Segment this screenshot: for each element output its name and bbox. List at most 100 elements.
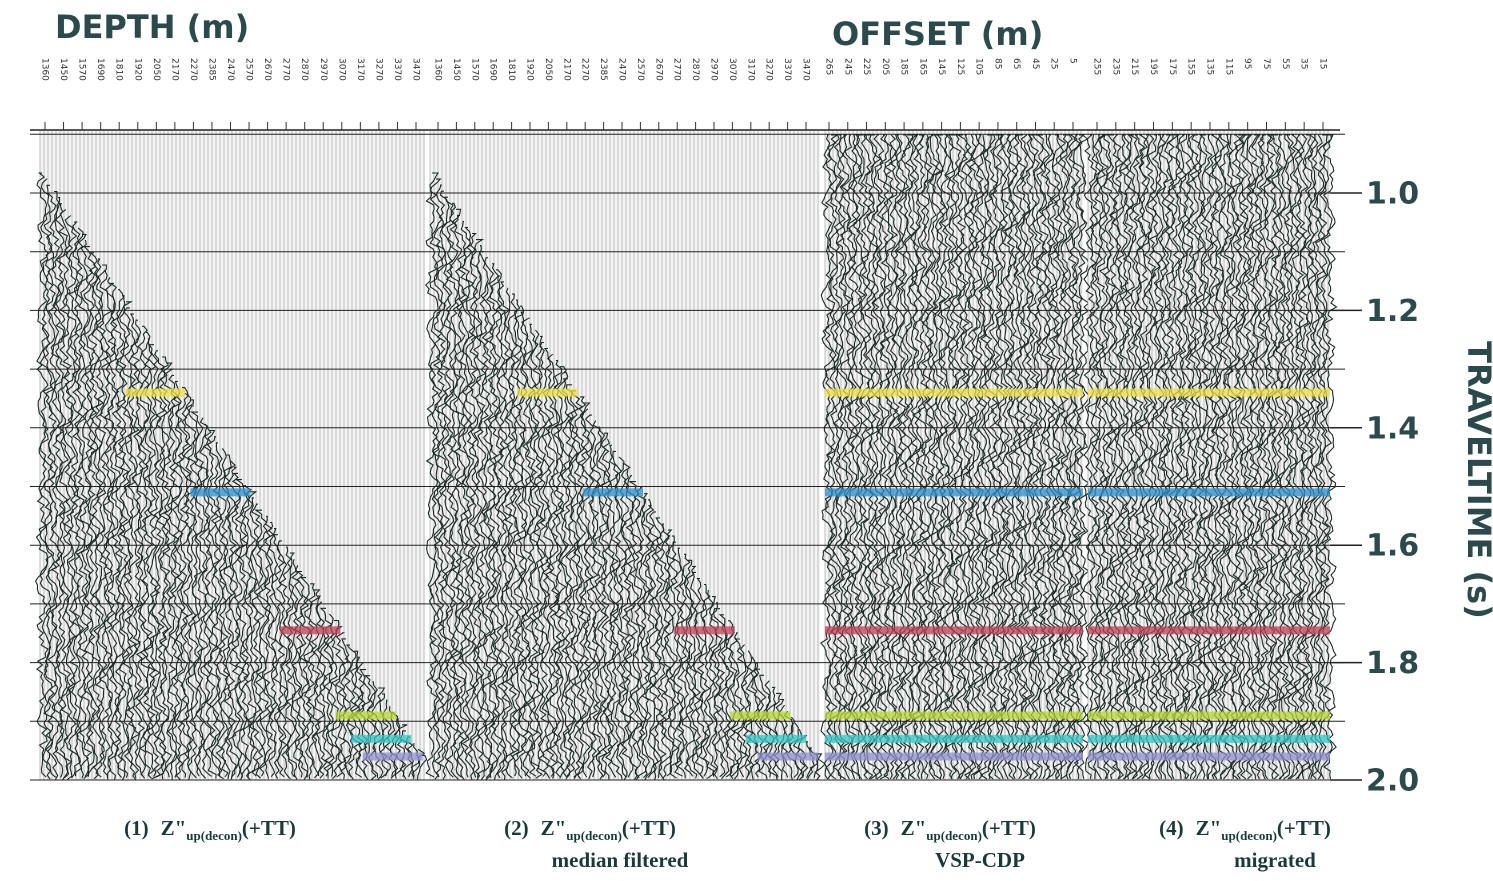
tick-label: 1.8 — [1366, 646, 1419, 681]
trace-label: 3370 — [392, 58, 402, 81]
trace-label: 25 — [1049, 58, 1059, 69]
trace-label: 1690 — [488, 58, 498, 81]
trace-label: 65 — [1011, 58, 1021, 69]
trace-label: 2670 — [653, 58, 663, 81]
trace-label: 155 — [1186, 58, 1196, 75]
figure: DEPTH (m) OFFSET (m) TRAVELTIME (s) 1360… — [0, 0, 1493, 881]
trace-label: 145 — [936, 58, 946, 75]
tick-label: 1.6 — [1366, 529, 1419, 564]
horizon-band — [825, 389, 1083, 397]
trace-label: 2050 — [543, 58, 553, 81]
trace-label: 245 — [842, 58, 852, 75]
horizon-band — [674, 626, 734, 634]
trace-label: 205 — [880, 58, 890, 75]
trace-label: 1690 — [95, 58, 105, 81]
trace-label: 35 — [1299, 58, 1309, 69]
trace-label: 2770 — [281, 58, 291, 81]
trace-label: 115 — [1223, 58, 1233, 75]
trace-label: 235 — [1110, 58, 1120, 75]
trace-label: 3070 — [727, 58, 737, 81]
panel-bg — [825, 130, 1083, 780]
trace-label: 3070 — [336, 58, 346, 81]
trace-label: 45 — [1030, 58, 1040, 69]
trace-label: 2170 — [169, 58, 179, 81]
trace-label: 1810 — [114, 58, 124, 81]
trace-label: 185 — [899, 58, 909, 75]
caption-symbol: Z" — [901, 816, 927, 840]
trace-label: 2570 — [635, 58, 645, 81]
trace-label: 1570 — [469, 58, 479, 81]
trace-label: 2470 — [617, 58, 627, 81]
trace-label: 2385 — [598, 58, 608, 81]
tick-label: 1.4 — [1366, 411, 1419, 446]
tick-label: 1.0 — [1366, 177, 1419, 212]
horizon-band — [363, 753, 423, 761]
caption-suffix: (+TT) — [1277, 816, 1331, 840]
caption-symbol: Z" — [541, 816, 567, 840]
horizon-band — [746, 735, 806, 743]
trace-label: 3470 — [801, 58, 811, 81]
caption-number: (3) — [864, 816, 889, 840]
trace-label: 85 — [992, 58, 1002, 69]
trace-label: 215 — [1129, 58, 1139, 75]
trace-label: 3170 — [745, 58, 755, 81]
horizon-band — [583, 488, 643, 496]
trace-label: 2170 — [561, 58, 571, 81]
trace-label: 3170 — [355, 58, 365, 81]
caption: (1)Z"up(decon)(+TT) — [124, 816, 296, 843]
horizon-band — [280, 626, 340, 634]
caption-note: migrated — [1234, 848, 1316, 872]
caption-subscript: up(decon) — [1221, 828, 1277, 843]
panel — [36, 130, 427, 780]
horizon-band — [1088, 488, 1330, 496]
caption-suffix: (+TT) — [242, 816, 296, 840]
caption-suffix: (+TT) — [622, 816, 676, 840]
caption-symbol: Z" — [161, 816, 187, 840]
caption-subscript: up(decon) — [566, 828, 622, 843]
trace-label: 3270 — [764, 58, 774, 81]
trace-label: 1920 — [525, 58, 535, 81]
caption: (2) Z"up(decon)(+TT) — [504, 816, 676, 843]
panel — [426, 130, 825, 780]
trace-label: 125 — [955, 58, 965, 75]
trace-label: 1360 — [433, 58, 443, 81]
horizon-band — [190, 488, 250, 496]
caption-number: (2) — [504, 816, 529, 840]
horizon-band — [825, 711, 1083, 719]
horizon-band — [1088, 389, 1330, 397]
horizon-band — [825, 735, 1083, 743]
caption: (3) Z"up(decon)(+TT) — [864, 816, 1036, 843]
trace-label: 2970 — [318, 58, 328, 81]
horizon-band — [731, 711, 791, 719]
trace-label: 255 — [1092, 58, 1102, 75]
horizon-band — [1088, 753, 1330, 761]
horizon-band — [336, 711, 396, 719]
horizon-band — [1088, 626, 1330, 634]
trace-label: 2270 — [580, 58, 590, 81]
trace-label: 2870 — [299, 58, 309, 81]
trace-label: 1450 — [451, 58, 461, 81]
tick-label: 1.2 — [1366, 294, 1419, 329]
trace-label: 95 — [1242, 58, 1252, 69]
offset-title: OFFSET (m) — [832, 15, 1043, 53]
trace-label: 2770 — [672, 58, 682, 81]
trace-label: 2870 — [690, 58, 700, 81]
trace-label: 2670 — [262, 58, 272, 81]
panel — [1084, 130, 1337, 780]
trace-label: 1450 — [58, 58, 68, 81]
caption-subscript: up(decon) — [926, 828, 982, 843]
trace-label: 165 — [917, 58, 927, 75]
caption-number: (1) — [124, 816, 149, 840]
horizon-band — [758, 753, 818, 761]
trace-label: 175 — [1167, 58, 1177, 75]
trace-label: 1920 — [132, 58, 142, 81]
horizon-band — [351, 735, 411, 743]
caption: (4)Z"up(decon)(+TT) — [1159, 816, 1331, 843]
depth-title: DEPTH (m) — [55, 8, 249, 46]
horizon-band — [825, 488, 1083, 496]
trace-label: 2270 — [188, 58, 198, 81]
caption-number: (4) — [1159, 816, 1184, 840]
trace-label: 3370 — [782, 58, 792, 81]
caption-suffix: (+TT) — [982, 816, 1036, 840]
horizon-band — [1088, 735, 1330, 743]
